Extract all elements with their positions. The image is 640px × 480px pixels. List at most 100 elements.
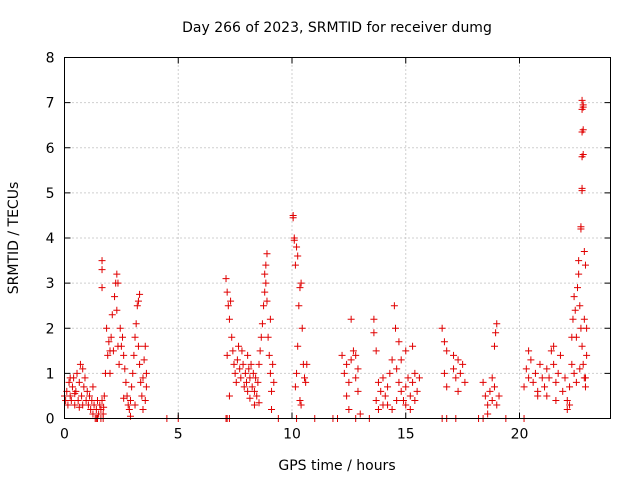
- data-point: [68, 383, 76, 391]
- y-tick-label: 1: [46, 366, 55, 382]
- data-point: [294, 252, 302, 260]
- data-point: [141, 396, 149, 404]
- data-point: [75, 403, 83, 411]
- data-point: [563, 396, 571, 404]
- data-point: [303, 360, 311, 368]
- data-point: [254, 378, 262, 386]
- data-point: [260, 302, 268, 310]
- data-point: [134, 342, 142, 350]
- data-point: [461, 378, 469, 386]
- data-point: [404, 374, 412, 382]
- data-point: [572, 333, 580, 341]
- data-point: [583, 324, 591, 332]
- data-point: [100, 403, 108, 411]
- data-point: [402, 347, 410, 355]
- data-point: [117, 342, 125, 350]
- data-point: [547, 347, 555, 355]
- y-tick-label: 4: [46, 231, 55, 247]
- data-point: [264, 333, 272, 341]
- data-point: [89, 383, 97, 391]
- data-point: [522, 365, 530, 373]
- data-point: [140, 356, 148, 364]
- data-point: [395, 378, 403, 386]
- data-point: [481, 392, 489, 400]
- x-tick-label: 0: [60, 427, 69, 443]
- data-point: [93, 396, 101, 404]
- data-point: [261, 270, 269, 278]
- data-point: [243, 378, 250, 386]
- x-axis-label: GPS time / hours: [278, 458, 395, 474]
- data-point: [119, 333, 127, 341]
- data-point: [261, 288, 269, 296]
- data-point: [250, 401, 258, 409]
- data-point: [443, 383, 451, 391]
- data-point: [237, 374, 245, 382]
- data-point: [536, 360, 544, 368]
- data-point: [580, 248, 588, 256]
- data-point: [579, 151, 587, 159]
- data-point: [531, 369, 539, 377]
- data-point: [372, 396, 380, 404]
- data-point: [377, 387, 385, 395]
- data-point: [106, 369, 114, 377]
- data-point: [83, 387, 91, 395]
- data-point: [76, 360, 84, 368]
- data-point: [238, 347, 246, 355]
- data-point: [393, 396, 401, 404]
- data-point: [493, 320, 501, 328]
- data-point: [302, 378, 310, 386]
- data-point: [581, 261, 589, 269]
- data-point: [224, 302, 232, 310]
- data-points: [61, 96, 591, 422]
- data-point: [488, 374, 496, 382]
- data-point: [488, 396, 496, 404]
- data-point: [525, 347, 533, 355]
- data-point: [406, 405, 414, 413]
- x-tick-label: 5: [174, 427, 183, 443]
- data-point: [241, 369, 249, 377]
- data-point: [490, 342, 498, 350]
- data-point: [116, 324, 124, 332]
- data-point: [228, 333, 236, 341]
- data-point: [268, 387, 276, 395]
- data-point: [136, 360, 144, 368]
- data-point: [393, 365, 401, 373]
- data-point: [235, 342, 243, 350]
- data-point: [538, 374, 546, 382]
- data-point: [493, 401, 501, 409]
- data-point: [340, 369, 348, 377]
- data-point: [450, 351, 458, 359]
- data-point: [239, 360, 247, 368]
- data-point: [120, 351, 128, 359]
- data-point: [223, 351, 231, 359]
- data-point: [415, 374, 423, 382]
- data-point: [81, 374, 89, 382]
- data-point: [527, 356, 535, 364]
- data-point: [566, 383, 574, 391]
- data-point: [113, 270, 121, 278]
- data-point: [390, 302, 398, 310]
- data-point: [290, 236, 298, 244]
- data-point: [294, 342, 302, 350]
- data-point: [579, 126, 587, 134]
- data-point: [269, 360, 277, 368]
- y-tick-label: 8: [46, 51, 55, 67]
- data-point: [79, 365, 87, 373]
- data-point: [388, 356, 396, 364]
- data-point: [138, 392, 146, 400]
- data-point: [248, 383, 256, 391]
- data-point: [225, 315, 233, 323]
- data-point: [71, 390, 79, 398]
- data-point: [255, 399, 263, 407]
- y-tick-label: 7: [46, 96, 55, 112]
- data-point: [578, 342, 586, 350]
- data-point: [354, 365, 362, 373]
- data-point: [74, 396, 82, 404]
- data-point: [139, 405, 147, 413]
- data-point: [115, 360, 123, 368]
- data-point: [130, 351, 138, 359]
- data-point: [438, 324, 446, 332]
- data-point: [131, 401, 139, 409]
- data-point: [223, 288, 231, 296]
